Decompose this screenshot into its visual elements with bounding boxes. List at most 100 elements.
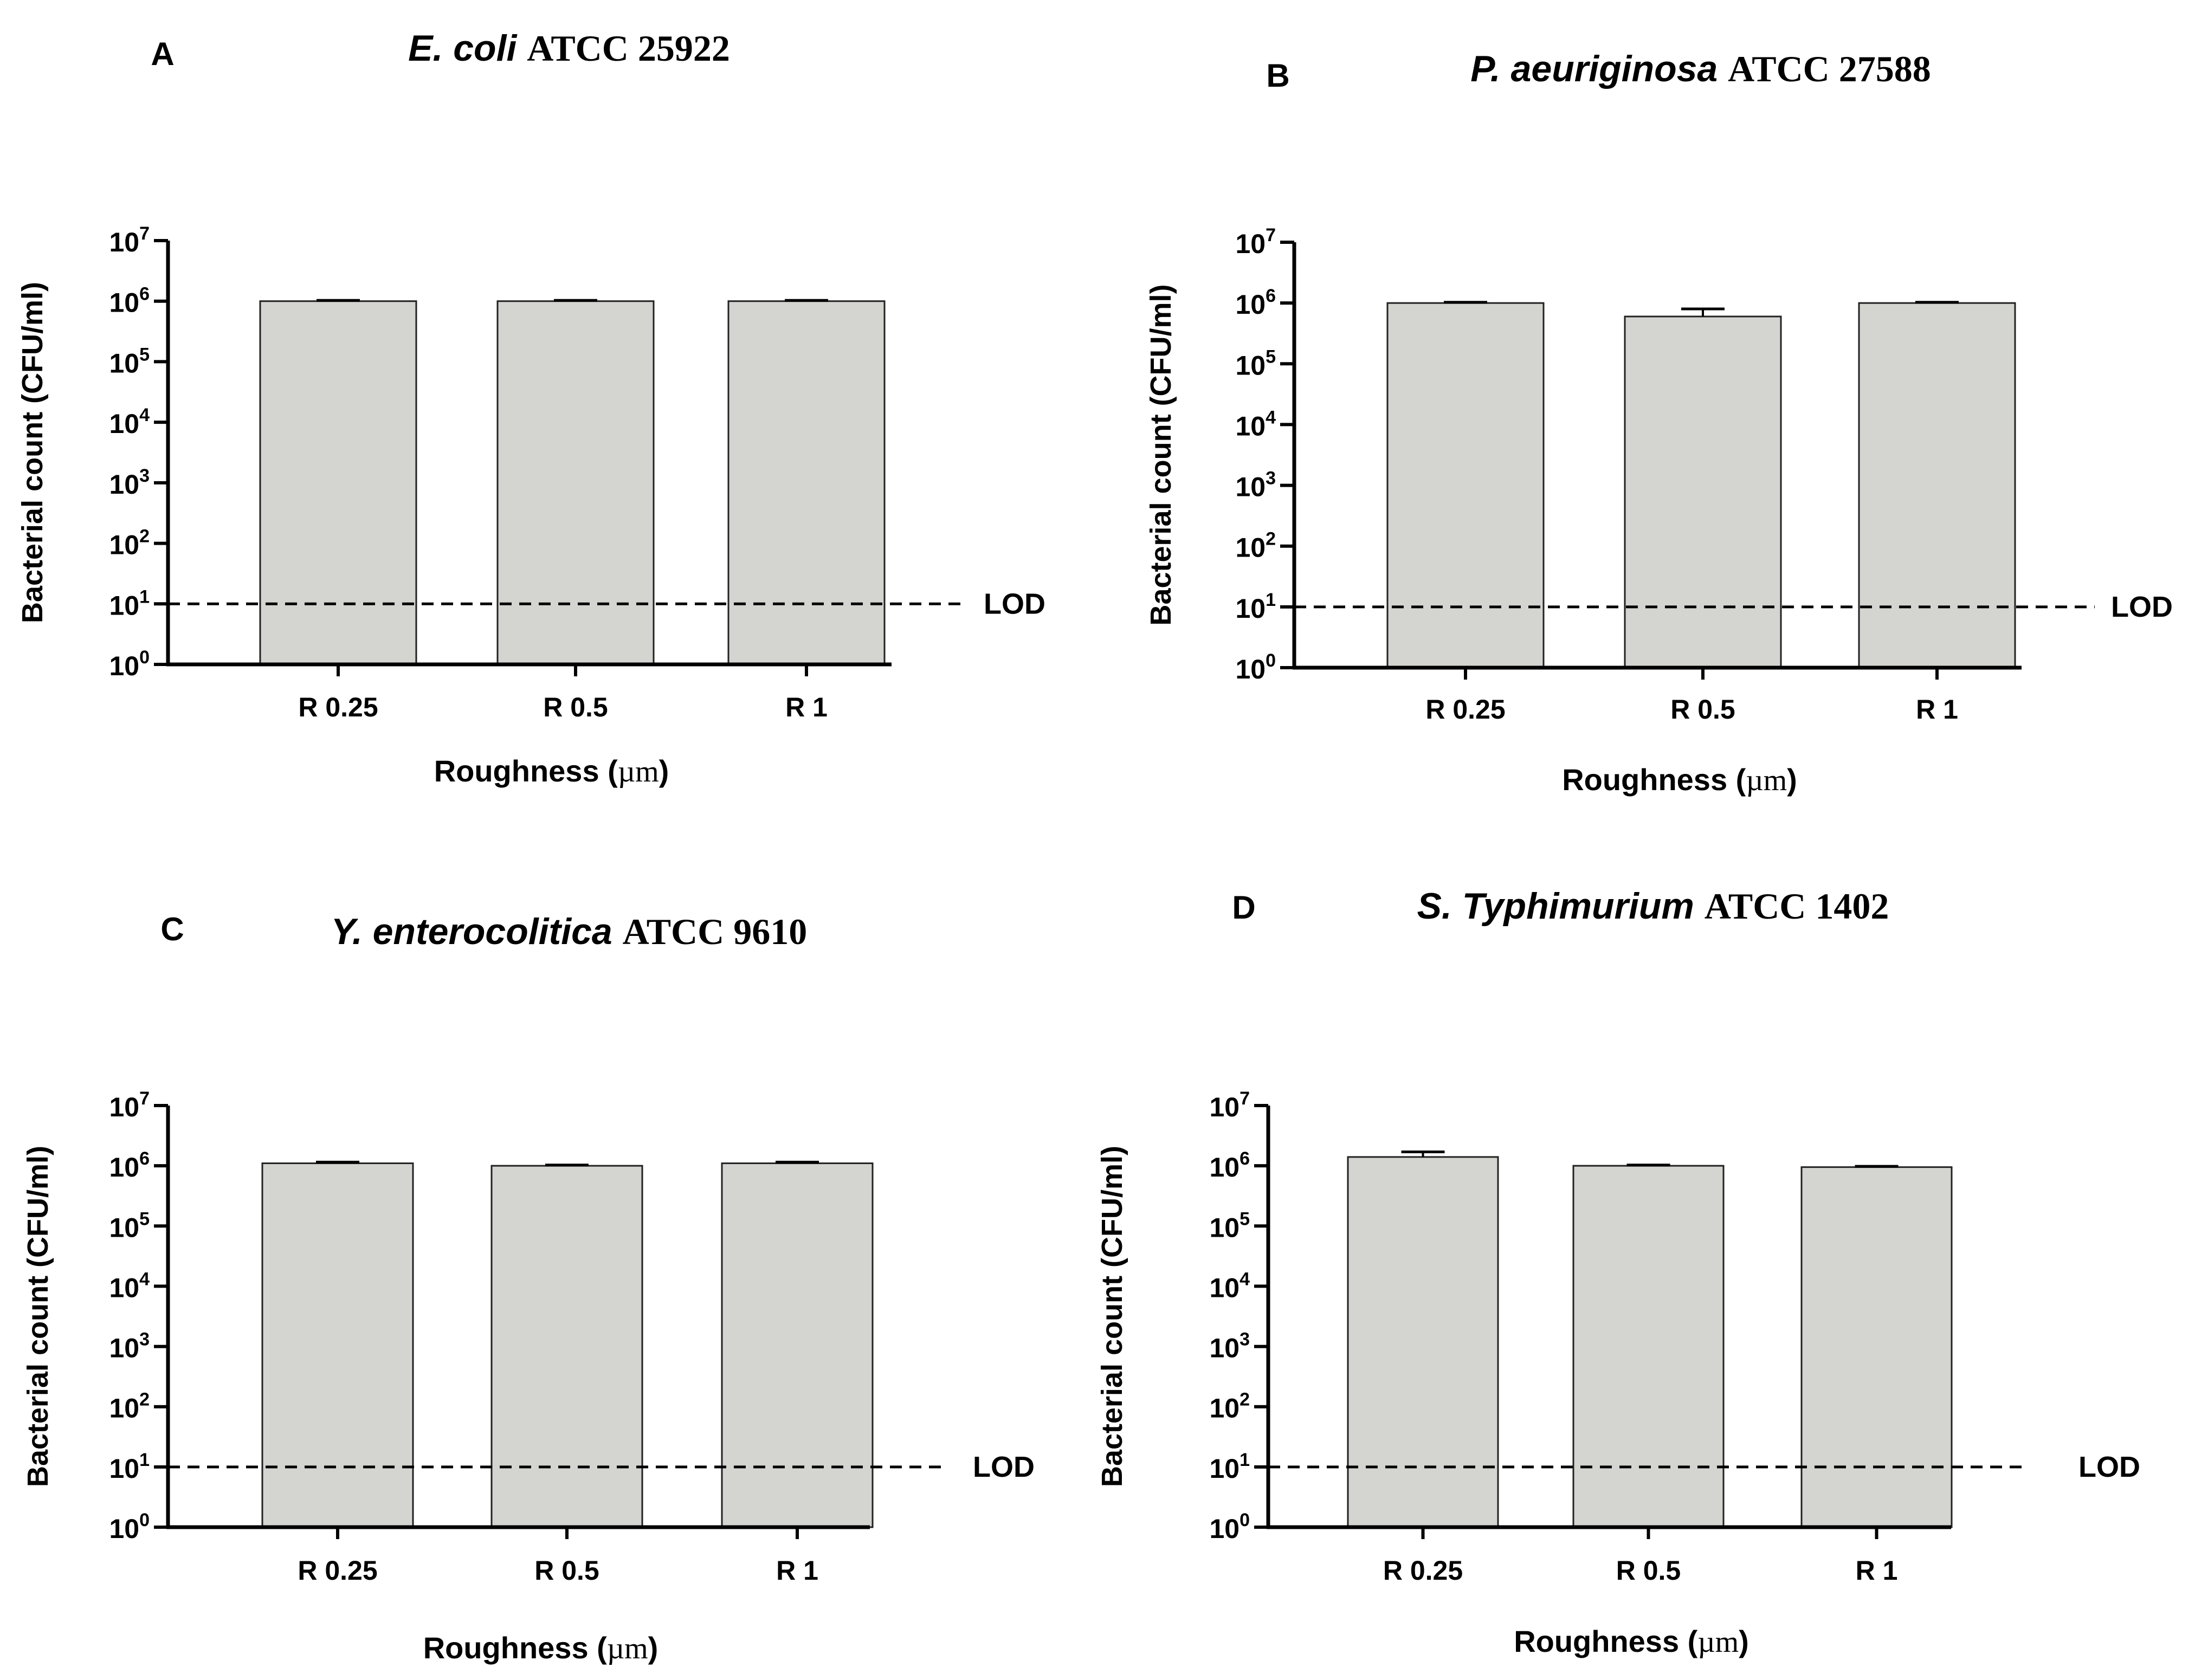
title-strain: ATCC 27588 — [1728, 48, 1931, 89]
y-tick-exponent: 2 — [1266, 529, 1276, 550]
y-tick-label-4: 104 — [109, 1269, 150, 1303]
x-axis-label-unit: µm — [607, 1632, 648, 1665]
y-tick-base: 10 — [1235, 593, 1266, 624]
y-tick-label-1: 101 — [109, 586, 150, 621]
bar-1 — [259, 300, 417, 665]
y-tick-exponent: 6 — [139, 1148, 150, 1169]
y-tick-exponent: 7 — [139, 1088, 150, 1109]
bar-3 — [1858, 302, 2016, 669]
chart-panel-d: D S. Typhimurium ATCC 1402 R 0.25 R 0.5 R 1 L… — [1096, 886, 2140, 1659]
y-tick-label-4: 104 — [1235, 407, 1276, 441]
y-tick-exponent: 5 — [139, 344, 150, 365]
y-tick-label-2: 102 — [1235, 529, 1276, 563]
y-tick-base: 10 — [109, 530, 139, 560]
x-tick-label-2: R 0.5 — [1670, 694, 1735, 725]
y-tick-label-1: 101 — [1209, 1450, 1250, 1484]
bar-2 — [490, 1165, 643, 1528]
y-tick-exponent: 5 — [139, 1209, 150, 1229]
lod-label: LOD — [984, 587, 1045, 620]
x-tick-label-3: R 1 — [785, 692, 828, 722]
title-strain: ATCC 9610 — [623, 911, 808, 952]
title-species: Y. enterocolitica — [331, 911, 612, 952]
y-tick-base: 10 — [1209, 1514, 1239, 1544]
y-tick-exponent: 7 — [1239, 1088, 1250, 1109]
bar-1 — [1386, 302, 1545, 669]
panel-label: B — [1266, 57, 1289, 94]
y-tick-exponent: 3 — [1239, 1329, 1250, 1350]
y-tick-label-1: 101 — [1235, 590, 1276, 624]
y-tick-label-4: 104 — [1209, 1269, 1250, 1303]
title-species: E. coli — [408, 28, 518, 69]
y-tick-base: 10 — [109, 1453, 139, 1484]
y-tick-exponent: 2 — [139, 1390, 150, 1410]
y-tick-exponent: 0 — [139, 1510, 150, 1530]
y-tick-exponent: 0 — [1239, 1510, 1250, 1530]
x-tick-label-2: R 0.5 — [1616, 1555, 1681, 1586]
title-species: S. Typhimurium — [1417, 886, 1694, 927]
title-strain: ATCC 1402 — [1705, 886, 1889, 927]
x-axis-label-prefix: Roughness ( — [434, 754, 618, 788]
y-tick-exponent: 0 — [1266, 650, 1276, 671]
x-axis-label-prefix: Roughness ( — [1514, 1624, 1697, 1658]
chart-title: P. aeuriginosa ATCC 27588 — [1470, 48, 1931, 89]
bar-3 — [1800, 1166, 1953, 1528]
y-tick-label-4: 104 — [109, 405, 150, 439]
bar-2 — [496, 300, 655, 665]
x-axis-label: Roughness (µm) — [1514, 1624, 1749, 1659]
y-tick-base: 10 — [1235, 411, 1266, 441]
x-axis-label-suffix: ) — [648, 1631, 658, 1665]
x-axis-label-unit: µm — [1746, 764, 1787, 797]
y-tick-exponent: 3 — [139, 466, 150, 486]
y-tick-base: 10 — [109, 1393, 139, 1424]
y-tick-base: 10 — [109, 1514, 139, 1544]
y-tick-base: 10 — [1235, 533, 1266, 563]
y-tick-base: 10 — [1235, 229, 1266, 259]
y-tick-exponent: 1 — [139, 586, 150, 607]
y-tick-label-0: 100 — [1209, 1510, 1250, 1544]
x-axis-label-prefix: Roughness ( — [423, 1631, 607, 1665]
x-axis-label-unit: µm — [618, 755, 659, 789]
y-tick-label-3: 103 — [1235, 468, 1276, 502]
y-tick-base: 10 — [109, 1092, 139, 1122]
x-axis-label: Roughness (µm) — [1562, 763, 1797, 797]
y-tick-label-0: 100 — [109, 1510, 150, 1544]
y-tick-label-2: 102 — [109, 526, 150, 560]
y-tick-base: 10 — [1235, 289, 1266, 320]
y-tick-base: 10 — [1209, 1152, 1239, 1183]
x-axis-label-suffix: ) — [1739, 1624, 1749, 1658]
lod-label: LOD — [2111, 591, 2173, 623]
y-tick-label-3: 103 — [109, 466, 150, 500]
bar-2 — [1624, 315, 1782, 669]
y-tick-exponent: 1 — [1266, 590, 1276, 610]
x-axis-label-prefix: Roughness ( — [1562, 763, 1746, 797]
y-tick-label-2: 102 — [1209, 1390, 1250, 1424]
y-tick-exponent: 4 — [139, 1269, 150, 1289]
y-tick-exponent: 2 — [139, 526, 150, 547]
bar-3 — [721, 1162, 874, 1528]
bar-3 — [727, 300, 886, 665]
y-tick-exponent: 7 — [139, 223, 150, 244]
y-tick-label-5: 105 — [109, 344, 150, 378]
y-tick-label-3: 103 — [1209, 1329, 1250, 1364]
y-tick-base: 10 — [109, 469, 139, 500]
y-axis-label: Bacterial count (CFU/ml) — [22, 1146, 54, 1487]
x-tick-label-1: R 0.25 — [298, 1555, 377, 1586]
y-tick-base: 10 — [1235, 350, 1266, 380]
x-tick-label-1: R 0.25 — [1383, 1555, 1463, 1586]
y-tick-base: 10 — [109, 348, 139, 378]
lod-label: LOD — [973, 1451, 1035, 1483]
y-tick-exponent: 3 — [1266, 468, 1276, 489]
y-tick-label-6: 106 — [1209, 1148, 1250, 1183]
chart-title: S. Typhimurium ATCC 1402 — [1417, 886, 1889, 927]
y-tick-base: 10 — [109, 288, 139, 318]
y-tick-exponent: 0 — [139, 647, 150, 668]
y-axis-label: Bacterial count (CFU/ml) — [1145, 284, 1177, 625]
y-tick-label-7: 107 — [1209, 1088, 1250, 1122]
x-axis-label-suffix: ) — [1787, 763, 1797, 797]
panel-label: D — [1232, 889, 1255, 926]
x-tick-label-1: R 0.25 — [1425, 694, 1505, 725]
y-tick-exponent: 5 — [1266, 346, 1276, 367]
y-tick-label-7: 107 — [1235, 225, 1276, 259]
